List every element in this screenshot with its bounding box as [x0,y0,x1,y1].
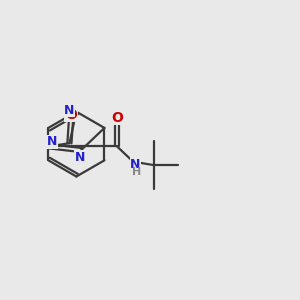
Text: H: H [132,167,141,177]
Text: N: N [74,151,85,164]
Text: N: N [64,104,74,117]
Text: N: N [47,135,57,148]
Text: N: N [130,158,141,171]
Text: O: O [111,111,123,125]
Text: O: O [65,108,77,122]
